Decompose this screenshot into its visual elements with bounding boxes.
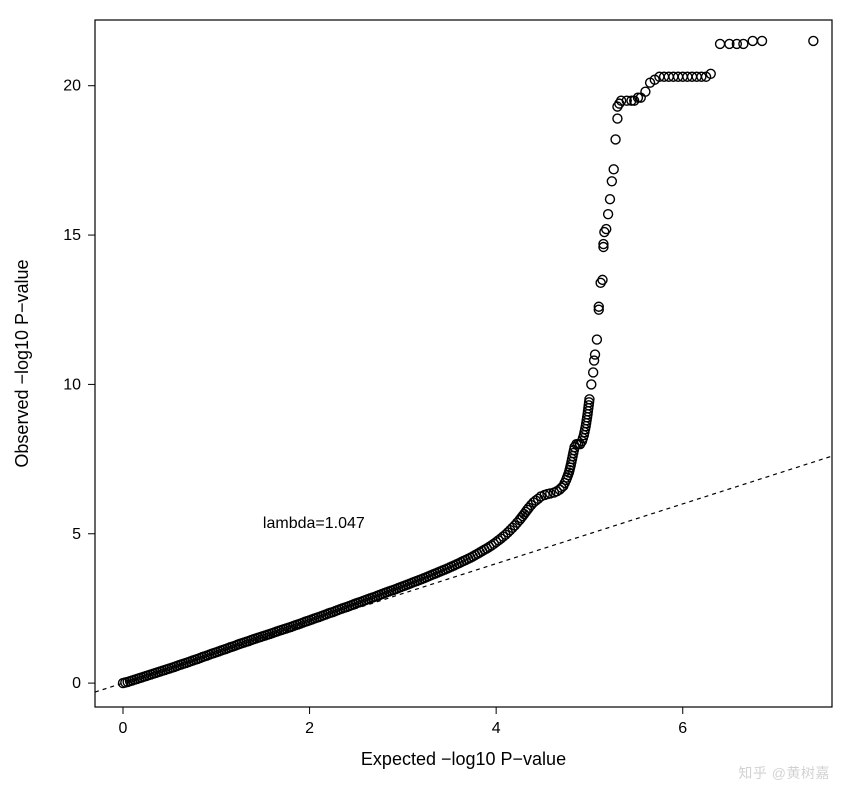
y-tick-label: 20 <box>63 78 81 95</box>
y-tick-label: 0 <box>72 675 81 692</box>
x-axis-label: Expected −log10 P−value <box>361 749 566 769</box>
qq-plot-chart: 0 2 4 6 0 5 10 15 20 Expected −log10 P−value Obser… <box>0 0 850 787</box>
y-tick-label: 15 <box>63 227 81 244</box>
x-tick-label: 2 <box>305 720 314 737</box>
y-tick-label: 5 <box>72 526 81 543</box>
y-axis-label: Observed −log10 P−value <box>12 259 32 467</box>
x-tick-label: 4 <box>492 720 501 737</box>
lambda-annotation: lambda=1.047 <box>263 515 365 532</box>
watermark-text: 知乎 @黄树嘉 <box>738 763 830 783</box>
x-tick-label: 6 <box>678 720 687 737</box>
x-tick-label: 0 <box>119 720 128 737</box>
y-tick-label: 10 <box>63 376 81 393</box>
